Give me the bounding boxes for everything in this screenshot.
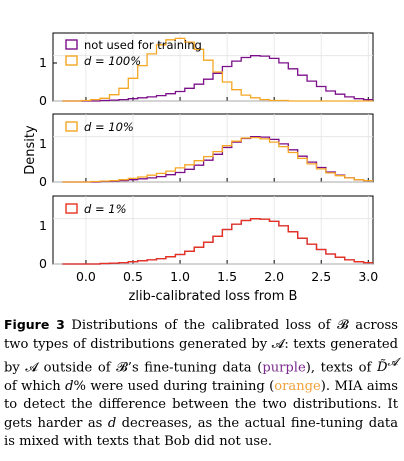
panel-1: 1 0 not used for training d = 100% — [39, 32, 374, 108]
x-tick-labels: 0.0 0.5 1.0 1.5 2.0 2.5 3.0 — [76, 269, 378, 284]
x-tick-label-2: 1.0 — [170, 269, 190, 284]
caption-orange-word: orange — [274, 378, 321, 394]
legend-label-d10: d = 10% — [84, 120, 134, 134]
x-tick-label-5: 2.5 — [311, 269, 331, 284]
legend-swatch-orange-d10 — [65, 121, 78, 132]
legend-label-d100: d = 100% — [84, 54, 141, 68]
x-tick-label-4: 2.0 — [264, 269, 284, 284]
panel-3-ytick-0: 0 — [39, 256, 47, 271]
legend-label-d1: d = 1% — [84, 202, 127, 216]
caption-math-d-2: d — [107, 415, 117, 431]
caption-purple-word: purple — [262, 360, 306, 376]
caption-text-2: across two types of distributions genera… — [4, 318, 398, 352]
panel-1-series-orange — [62, 37, 373, 102]
caption-label: Figure 3 — [4, 317, 65, 332]
caption-text-9: ). MIA aims to detect the difference bet… — [4, 378, 398, 431]
legend-swatch-purple — [65, 39, 78, 50]
caption-text-8: % were used during training ( — [73, 378, 275, 394]
x-axis-label: zlib-calibrated loss from B — [129, 289, 298, 304]
panel-2-ytick-0: 0 — [39, 174, 47, 189]
caption-text-5: ’s fine-tuning data ( — [127, 360, 263, 376]
panel-3-series-red — [62, 218, 373, 265]
caption-d-tilde-base: D̃ — [376, 360, 388, 376]
caption-math-d: d — [65, 378, 74, 394]
legend-swatch-red-d1 — [65, 203, 78, 214]
caption-text-7: of which — [4, 378, 66, 394]
figure: Density 1 0 not used for training d = 10… — [23, 32, 378, 304]
panel-3-series-purple — [62, 218, 373, 265]
caption-d-tilde-sup: 𝓐 — [387, 356, 398, 369]
panel-1-legend: not used for training d = 100% — [65, 38, 202, 68]
panel-1-series-purple — [62, 55, 373, 102]
caption-math-a: 𝓐 — [271, 336, 285, 352]
x-tick-label-0: 0.0 — [76, 269, 96, 284]
caption-text-4: outside of — [38, 360, 117, 376]
panel-2-ytick-1: 1 — [39, 136, 47, 151]
panel-2: 1 0 d = 10% — [39, 113, 374, 189]
caption-math-b-2: 𝓑 — [116, 360, 128, 376]
x-tick-label-3: 1.5 — [217, 269, 237, 284]
panel-3: 1 0 d = 1% — [39, 195, 374, 271]
panel-2-series-orange — [62, 136, 373, 183]
x-tick-label-6: 3.0 — [358, 269, 378, 284]
caption-text-10: decreases, as the actual fine-tuning dat… — [4, 415, 399, 450]
caption-text-3: : texts generated by — [4, 336, 398, 376]
panel-3-ytick-1: 1 — [39, 218, 47, 233]
y-axis-label: Density — [23, 125, 38, 175]
caption-text-1: Distributions of the calibrated loss of — [64, 318, 338, 333]
caption-math-a-2: 𝓐 — [25, 360, 39, 376]
panel-2-grid — [53, 114, 373, 183]
panel-2-series-purple — [62, 136, 373, 183]
caption-math-d-tilde: D̃𝓐 — [376, 356, 398, 376]
panel-1-ytick-1: 1 — [39, 55, 47, 70]
caption-math-b: 𝓑 — [337, 318, 349, 333]
panel-1-ytick-0: 0 — [39, 93, 47, 108]
caption-text-6: ), texts of — [305, 360, 377, 376]
panel-2-legend: d = 10% — [65, 120, 134, 134]
panel-3-legend: d = 1% — [65, 202, 127, 216]
legend-swatch-orange — [65, 55, 78, 66]
figure-caption: Figure 3 Distributions of the calibrated… — [4, 316, 398, 452]
legend-label-not-used: not used for training — [84, 38, 202, 52]
panel-3-grid — [53, 196, 373, 265]
x-tick-label-1: 0.5 — [123, 269, 143, 284]
